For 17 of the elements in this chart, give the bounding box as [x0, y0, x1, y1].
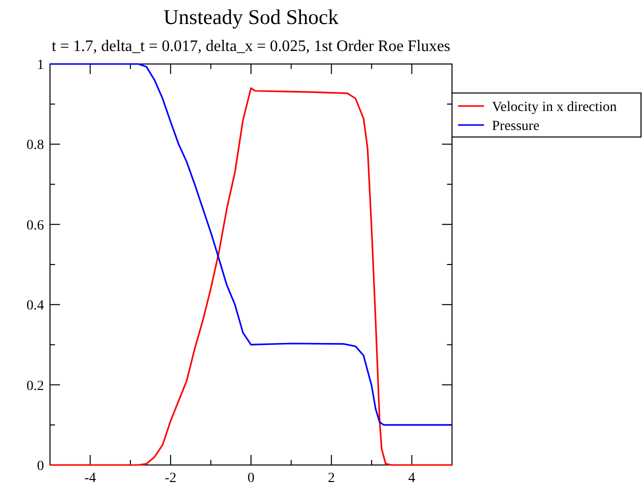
y-tick-label: 0.4 [26, 298, 44, 314]
y-tick-label: 0.8 [26, 138, 44, 154]
chart-title: Unsteady Sod Shock [164, 5, 339, 29]
y-tick-label: 0.2 [26, 378, 44, 394]
line-series [49, 63, 453, 426]
x-tick-label: 0 [248, 471, 254, 485]
y-tick-label: 0 [37, 459, 44, 474]
x-tick-label: 4 [408, 471, 416, 485]
legend-label: Pressure [492, 119, 540, 134]
legend-label: Velocity in x direction [492, 100, 617, 115]
line-series [49, 87, 453, 466]
chart-subtitle: t = 1.7, delta_t = 0.017, delta_x = 0.025, 1st Order Roe Fluxes [52, 38, 450, 55]
x-tick-label: -2 [164, 471, 176, 485]
x-tick-label: 2 [328, 471, 335, 485]
x-tick-label: -4 [84, 471, 96, 485]
y-tick-label: 0.6 [26, 218, 44, 234]
y-tick-label: 1 [37, 58, 44, 73]
